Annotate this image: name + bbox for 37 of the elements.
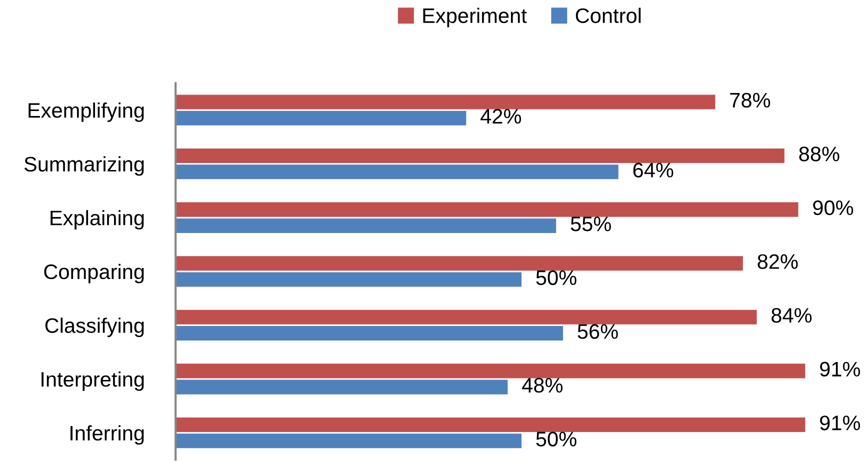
bar xyxy=(176,380,508,394)
data-label: 84% xyxy=(772,308,812,323)
data-label: 50% xyxy=(536,432,576,446)
data-label: 64% xyxy=(633,162,674,178)
data-label: 82% xyxy=(758,254,798,269)
bar xyxy=(176,326,564,341)
bar xyxy=(176,417,806,432)
bar xyxy=(176,310,757,324)
data-label: 50% xyxy=(536,270,576,286)
y-tick-label: Explaining xyxy=(50,210,144,230)
bar xyxy=(176,94,716,110)
bar xyxy=(176,202,798,217)
bar xyxy=(176,218,556,233)
data-label: 90% xyxy=(813,200,854,216)
data-label: 91% xyxy=(820,362,860,377)
y-tick-label: Summarizing xyxy=(24,156,144,176)
data-label: 42% xyxy=(480,108,522,124)
bar xyxy=(176,364,806,378)
data-label: 48% xyxy=(522,378,563,393)
legend-label: Control xyxy=(576,8,641,24)
bar xyxy=(176,110,466,126)
bar xyxy=(176,256,743,271)
bar xyxy=(176,434,522,448)
data-label: 78% xyxy=(730,92,770,108)
data-label: 56% xyxy=(578,324,618,339)
bar xyxy=(176,148,784,164)
y-tick-label: Exemplifying xyxy=(28,102,144,122)
legend-label: Experiment xyxy=(423,8,527,28)
bar xyxy=(176,164,618,180)
y-tick-label: Comparing xyxy=(44,264,144,284)
data-label: 55% xyxy=(570,216,611,232)
data-label: 88% xyxy=(799,146,840,162)
y-tick-label: Interpreting xyxy=(42,371,144,391)
y-tick-label: Classifying xyxy=(45,318,144,338)
data-label: 91% xyxy=(820,416,860,430)
bar xyxy=(176,272,522,287)
y-tick-label: Inferring xyxy=(70,425,144,445)
